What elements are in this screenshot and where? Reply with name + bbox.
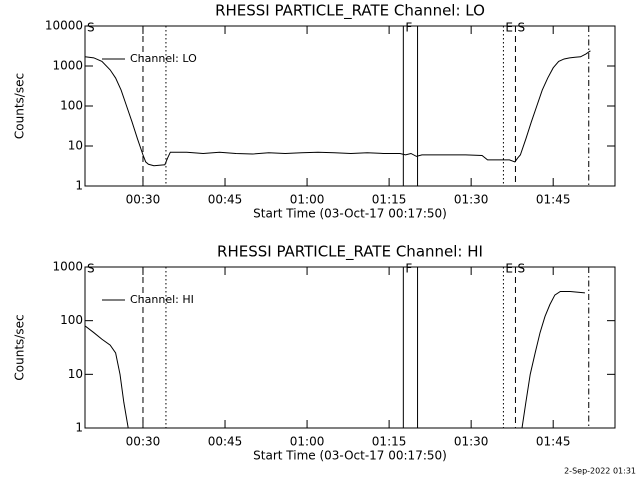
y-axis-label: Counts/sec (13, 73, 27, 139)
x-tick-label: 00:45 (208, 193, 243, 207)
y-tick-label: 1 (75, 421, 83, 435)
chart-title: RHESSI PARTICLE_RATE Channel: HI (217, 243, 483, 262)
x-tick-label: 01:15 (372, 193, 407, 207)
marker-label: E (505, 21, 513, 35)
y-tick-label: 10 (68, 139, 83, 153)
x-axis-label: Start Time (03-Oct-17 00:17:50) (253, 449, 447, 463)
data-line (85, 290, 585, 428)
y-tick-label: 1000 (52, 59, 83, 73)
marker-label: F (405, 21, 412, 35)
x-tick-label: 01:45 (536, 435, 571, 449)
x-tick-label: 01:30 (454, 435, 489, 449)
y-tick-label: 10000 (45, 19, 83, 33)
marker-label: S (87, 262, 95, 276)
chart-title: RHESSI PARTICLE_RATE Channel: LO (215, 2, 485, 21)
plot-frame (84, 266, 616, 429)
y-tick-label: 100 (60, 313, 83, 327)
x-tick-label: 01:00 (290, 435, 325, 449)
x-tick-label: 00:45 (208, 435, 243, 449)
marker-label: S (87, 21, 95, 35)
y-tick-label: 1 (75, 179, 83, 193)
legend-label: Channel: HI (130, 293, 194, 306)
marker-label: S (517, 262, 525, 276)
x-tick-label: 01:45 (536, 193, 571, 207)
y-tick-label: 10 (68, 367, 83, 381)
x-axis-label: Start Time (03-Oct-17 00:17:50) (253, 207, 447, 221)
y-axis-label: Counts/sec (13, 314, 27, 380)
x-tick-label: 00:30 (126, 193, 161, 207)
x-tick-label: 01:00 (290, 193, 325, 207)
x-tick-label: 00:30 (126, 435, 161, 449)
y-tick-label: 1000 (52, 260, 83, 274)
marker-label: E (505, 262, 513, 276)
x-tick-label: 01:30 (454, 193, 489, 207)
marker-label: F (405, 262, 412, 276)
marker-label: S (517, 21, 525, 35)
x-tick-label: 01:15 (372, 435, 407, 449)
data-line (85, 50, 591, 167)
y-tick-label: 100 (60, 99, 83, 113)
footer: 2-Sep-2022 01:31 (564, 467, 636, 476)
legend-label: Channel: LO (130, 52, 197, 65)
